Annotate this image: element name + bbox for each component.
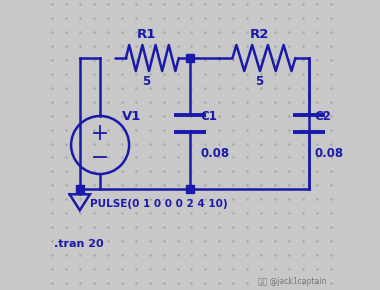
Text: C2: C2: [315, 110, 332, 122]
Text: 5: 5: [142, 75, 150, 88]
Text: PULSE(0 1 0 0 0 2 4 10): PULSE(0 1 0 0 0 2 4 10): [90, 200, 228, 209]
Text: 0.08: 0.08: [315, 147, 344, 160]
Text: C1: C1: [200, 110, 217, 122]
Text: 知乎 @jack1captain: 知乎 @jack1captain: [258, 277, 326, 286]
Text: R2: R2: [250, 28, 269, 41]
Text: 5: 5: [255, 75, 264, 88]
Text: V1: V1: [122, 110, 141, 122]
Text: R1: R1: [137, 28, 156, 41]
Text: .tran 20: .tran 20: [54, 239, 103, 249]
Text: 0.08: 0.08: [200, 147, 229, 160]
